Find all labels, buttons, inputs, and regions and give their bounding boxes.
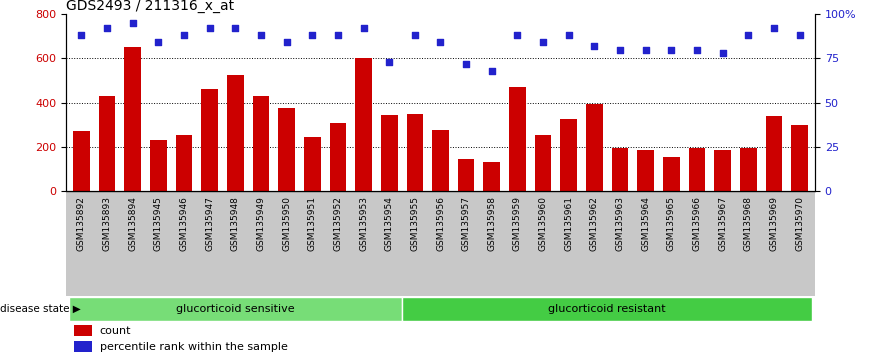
Bar [611,148,628,191]
Bar [740,148,757,191]
Bar [484,162,500,191]
Point [485,68,499,74]
Text: GSM135965: GSM135965 [667,196,676,251]
Point [715,50,729,56]
Point [382,59,396,65]
Bar [329,122,346,191]
Text: GSM135968: GSM135968 [744,196,752,251]
Bar [433,130,448,191]
Bar [381,115,397,191]
Text: GSM135948: GSM135948 [231,196,240,251]
Point [793,33,807,38]
Text: GSM135954: GSM135954 [385,196,394,251]
Bar [791,125,808,191]
Bar [69,297,402,321]
Point [510,33,524,38]
Point [254,33,268,38]
Point [126,20,140,26]
Text: GSM135962: GSM135962 [590,196,599,251]
Bar [535,135,552,191]
Point [613,47,627,52]
Bar [663,157,679,191]
Point [741,33,755,38]
Bar [458,159,475,191]
Point [228,25,242,31]
Text: GSM135963: GSM135963 [616,196,625,251]
Text: count: count [100,326,131,336]
Bar [73,131,90,191]
Point [459,61,473,67]
Point [100,25,115,31]
Bar [509,87,526,191]
Text: GSM135958: GSM135958 [487,196,496,251]
Bar [689,148,706,191]
Text: GSM135950: GSM135950 [282,196,291,251]
Point [279,40,293,45]
Text: GSM135945: GSM135945 [154,196,163,251]
Text: GSM135960: GSM135960 [538,196,548,251]
Text: GSM135964: GSM135964 [641,196,650,251]
Text: GSM135969: GSM135969 [769,196,779,251]
Point [588,43,602,49]
Bar [586,104,603,191]
Point [562,33,576,38]
Point [331,33,345,38]
Text: GSM135961: GSM135961 [564,196,574,251]
Point [74,33,88,38]
Text: disease state ▶: disease state ▶ [0,304,81,314]
Bar [766,116,782,191]
Bar [74,325,93,336]
Bar [124,47,141,191]
Bar [560,119,577,191]
Bar [227,75,244,191]
Text: GSM135959: GSM135959 [513,196,522,251]
Bar [175,135,192,191]
Bar [253,96,270,191]
Bar [355,58,372,191]
Text: GSM135894: GSM135894 [129,196,137,251]
Point [766,25,781,31]
Bar [99,96,115,191]
Point [433,40,448,45]
Text: percentile rank within the sample: percentile rank within the sample [100,342,288,352]
Bar [402,297,812,321]
Bar [74,341,93,353]
Bar [714,150,731,191]
Point [639,47,653,52]
Point [536,40,550,45]
Text: GDS2493 / 211316_x_at: GDS2493 / 211316_x_at [66,0,234,13]
Bar [150,140,167,191]
Text: GSM135957: GSM135957 [462,196,470,251]
Point [152,40,166,45]
Text: GSM135947: GSM135947 [205,196,214,251]
Bar [202,89,218,191]
Text: GSM135951: GSM135951 [307,196,317,251]
Text: GSM135955: GSM135955 [411,196,419,251]
Text: GSM135953: GSM135953 [359,196,368,251]
Text: GSM135952: GSM135952 [333,196,343,251]
Point [203,25,217,31]
Bar [278,108,295,191]
Point [305,33,319,38]
Text: GSM135893: GSM135893 [102,196,112,251]
Point [177,33,191,38]
Point [664,47,678,52]
Bar [304,137,321,191]
Text: GSM135956: GSM135956 [436,196,445,251]
Point [357,25,371,31]
Bar [406,114,423,191]
Text: GSM135949: GSM135949 [256,196,265,251]
Point [690,47,704,52]
Text: GSM135966: GSM135966 [692,196,701,251]
Bar [637,150,654,191]
Text: GSM135967: GSM135967 [718,196,727,251]
Text: GSM135946: GSM135946 [180,196,189,251]
Text: GSM135970: GSM135970 [795,196,804,251]
Point [408,33,422,38]
Text: glucorticoid sensitive: glucorticoid sensitive [176,304,294,314]
Text: GSM135892: GSM135892 [77,196,86,251]
Text: glucorticoid resistant: glucorticoid resistant [548,304,666,314]
